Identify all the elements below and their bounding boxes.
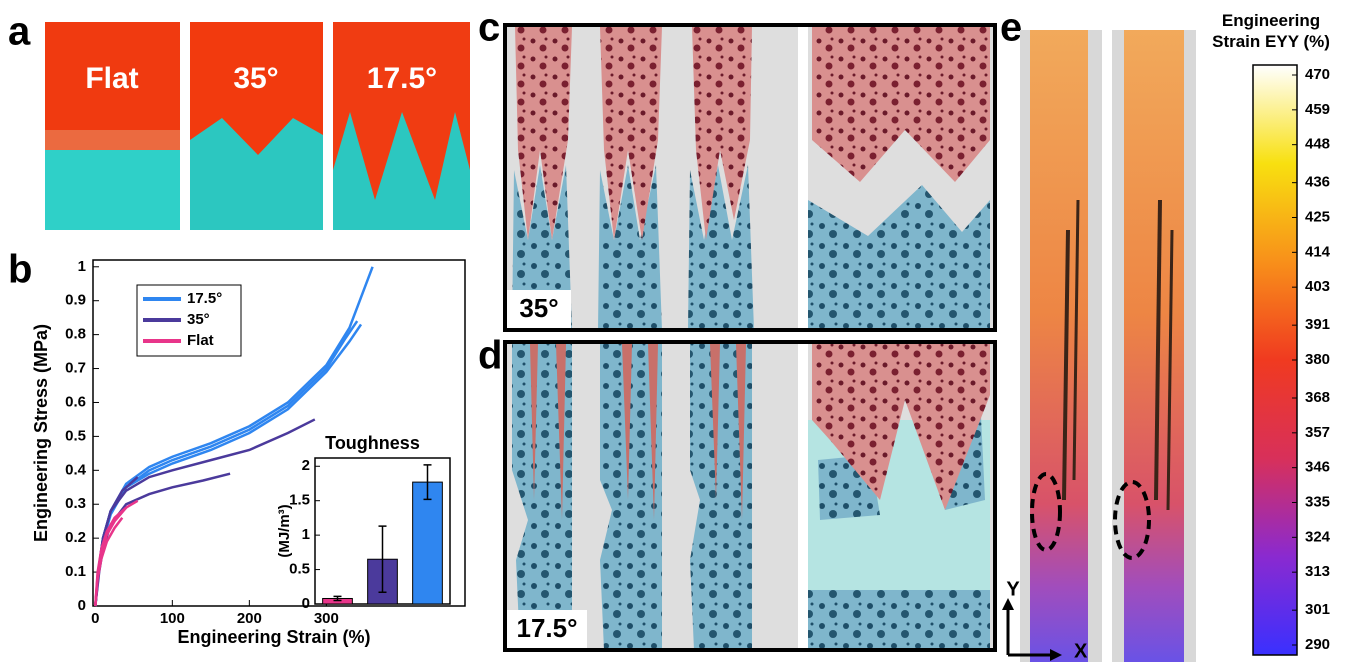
colorbar-tick-label: 391 bbox=[1305, 316, 1330, 333]
y-tick-label: 2 bbox=[302, 457, 310, 474]
photo-35 bbox=[190, 22, 323, 230]
curve bbox=[94, 476, 139, 607]
legend-label: 35° bbox=[187, 311, 210, 328]
y-tick-label: 0.1 bbox=[65, 563, 86, 580]
legend-label: 17.5° bbox=[187, 290, 222, 307]
y-tick-label: 0.5 bbox=[65, 427, 86, 444]
x-axis-label: Engineering Strain (%) bbox=[177, 627, 370, 647]
x-tick-label: 200 bbox=[237, 610, 262, 627]
panel-letter: e bbox=[1000, 6, 1022, 50]
colorbar-tick-label: 380 bbox=[1305, 351, 1330, 368]
photo-label: 17.5° bbox=[367, 62, 437, 95]
plot-frame bbox=[92, 259, 466, 607]
colorbar-tick-label: 425 bbox=[1305, 208, 1330, 225]
inset-y-label: (MJ/m³) bbox=[276, 504, 293, 557]
error-bar bbox=[423, 464, 432, 501]
y-tick-label: 0.4 bbox=[65, 461, 87, 478]
colorbar-tick-label: 368 bbox=[1305, 389, 1330, 406]
image-label: 17.5° bbox=[516, 613, 577, 643]
photo-label: 35° bbox=[233, 62, 278, 95]
inset-title: Toughness bbox=[325, 433, 420, 453]
image-d bbox=[503, 340, 997, 652]
y-tick-label: 1 bbox=[78, 258, 86, 275]
x-tick-label: 100 bbox=[160, 610, 185, 627]
colorbar-tick-label: 301 bbox=[1305, 601, 1330, 618]
colorbar-title: Engineering Strain EYY (%) bbox=[1212, 11, 1330, 51]
photo-17 bbox=[333, 22, 470, 230]
y-tick-label: 1 bbox=[302, 526, 310, 543]
image-c bbox=[503, 23, 997, 332]
x-tick-label: 300 bbox=[314, 610, 339, 627]
photo-flat bbox=[45, 22, 180, 230]
panel-letter: a bbox=[8, 10, 31, 54]
colorbar-tick-label: 335 bbox=[1305, 493, 1330, 510]
colorbar-tick-label: 313 bbox=[1305, 563, 1330, 580]
y-tick-label: 0.3 bbox=[65, 495, 86, 512]
y-tick-label: 0.8 bbox=[65, 326, 86, 343]
y-tick-label: 0.7 bbox=[65, 360, 86, 377]
colorbar-tick-label: 346 bbox=[1305, 459, 1330, 476]
image-e bbox=[1002, 30, 1196, 662]
colorbar-tick-label: 448 bbox=[1305, 136, 1330, 153]
colorbar-tick-label: 414 bbox=[1305, 243, 1331, 260]
panel-letter: c bbox=[478, 6, 500, 50]
colorbar bbox=[1252, 64, 1298, 656]
curve bbox=[94, 517, 124, 607]
y-tick-label: 0 bbox=[78, 597, 86, 614]
y-tick-label: 0 bbox=[302, 595, 310, 612]
bar bbox=[412, 481, 443, 605]
x-tick-label: 0 bbox=[91, 610, 99, 627]
y-axis-label: Engineering Stress (MPa) bbox=[31, 324, 51, 542]
colorbar-tick-label: 357 bbox=[1305, 424, 1330, 441]
axis-arrow-label: Y bbox=[1006, 578, 1020, 600]
curve bbox=[94, 472, 231, 607]
image-label: 35° bbox=[519, 293, 558, 323]
error-bar bbox=[378, 525, 387, 594]
colorbar-tick-label: 324 bbox=[1305, 528, 1331, 545]
y-tick-label: 0.6 bbox=[65, 393, 86, 410]
y-tick-label: 0.9 bbox=[65, 292, 86, 309]
axis-arrow-label: X bbox=[1074, 640, 1088, 662]
legend-label: Flat bbox=[187, 332, 214, 349]
panel-letter: d bbox=[478, 334, 502, 378]
colorbar-tick-label: 290 bbox=[1305, 636, 1330, 653]
error-bar bbox=[333, 595, 342, 602]
colorbar-tick-label: 470 bbox=[1305, 66, 1330, 83]
colorbar-tick-label: 403 bbox=[1305, 278, 1330, 295]
y-tick-label: 1.5 bbox=[289, 492, 310, 509]
colorbar-tick-label: 436 bbox=[1305, 174, 1330, 191]
y-tick-label: 0.5 bbox=[289, 561, 310, 578]
panel-letter: b bbox=[8, 248, 32, 292]
photo-label: Flat bbox=[85, 62, 138, 95]
colorbar-tick-label: 459 bbox=[1305, 101, 1330, 118]
y-tick-label: 0.2 bbox=[65, 529, 86, 546]
